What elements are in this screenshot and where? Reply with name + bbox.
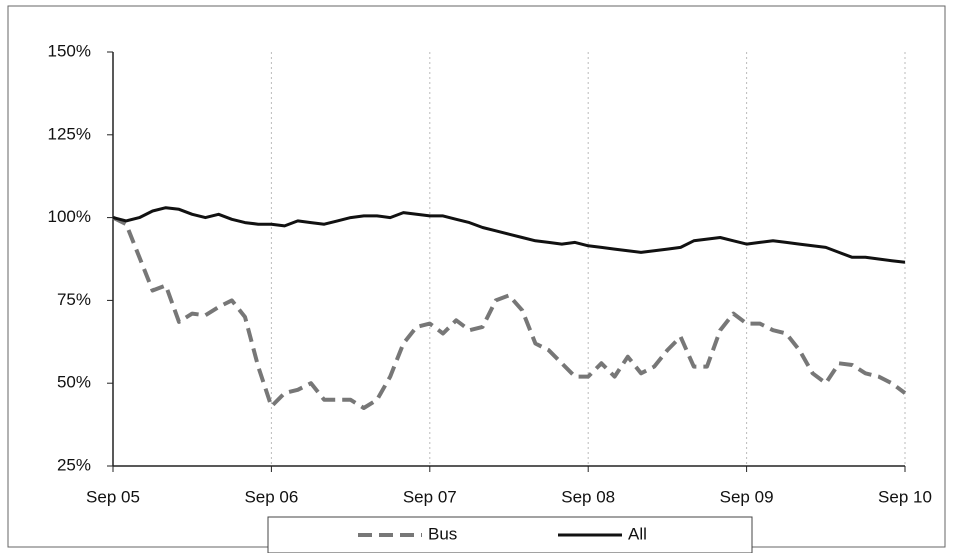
y-tick-label: 100% — [48, 207, 91, 226]
legend-label: Bus — [428, 524, 457, 543]
x-tick-label: Sep 05 — [86, 487, 140, 506]
x-tick-label: Sep 08 — [561, 487, 615, 506]
y-tick-label: 150% — [48, 41, 91, 60]
x-tick-label: Sep 07 — [403, 487, 457, 506]
y-tick-label: 75% — [57, 290, 91, 309]
x-tick-label: Sep 06 — [244, 487, 298, 506]
series-line — [112, 215, 907, 410]
legend-box — [267, 516, 753, 554]
x-tick-label: Sep 10 — [878, 487, 932, 506]
y-tick-label: 25% — [57, 455, 91, 474]
series-line — [112, 206, 906, 264]
y-tick-label: 125% — [48, 124, 91, 143]
x-tick-label: Sep 09 — [720, 487, 774, 506]
legend-label: All — [628, 524, 647, 543]
y-tick-label: 50% — [57, 373, 91, 392]
